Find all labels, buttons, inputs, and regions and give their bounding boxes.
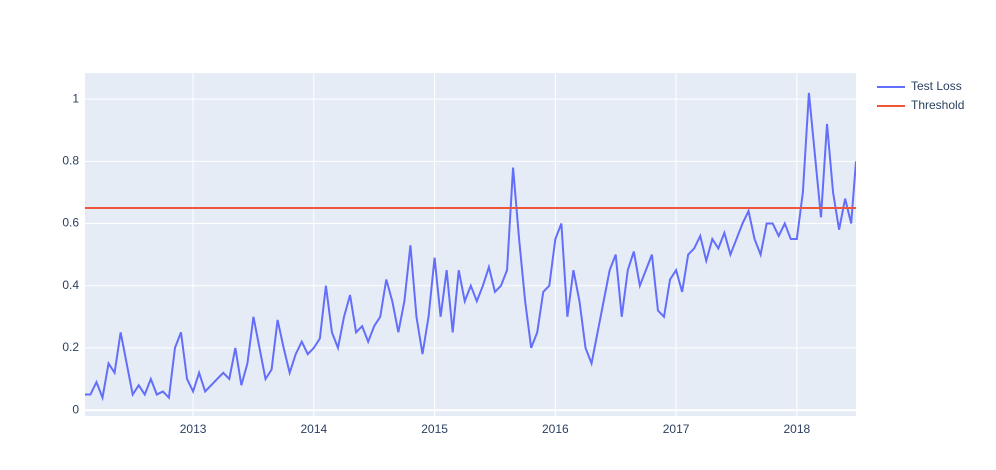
- y-tick-label: 0: [72, 402, 79, 416]
- series-line: [85, 92, 856, 402]
- x-tick-label: 2016: [542, 422, 569, 436]
- x-tick-label: 2014: [300, 422, 327, 436]
- y-tick-label: 0.4: [62, 278, 79, 292]
- y-tick-label: 1: [72, 91, 79, 105]
- x-tick-label: 2015: [421, 422, 448, 436]
- legend-label: Threshold: [911, 98, 964, 112]
- x-tick-label: 2013: [180, 422, 207, 436]
- x-tick-label: 2018: [783, 422, 810, 436]
- y-tick-label: 0.6: [62, 216, 79, 230]
- legend-label: Test Loss: [911, 79, 962, 93]
- plot-lines: [85, 92, 856, 402]
- x-tick-label: 2017: [663, 422, 690, 436]
- plot-area: [85, 73, 856, 416]
- y-tick-label: 0.8: [62, 153, 79, 167]
- y-tick-label: 0.2: [62, 340, 79, 354]
